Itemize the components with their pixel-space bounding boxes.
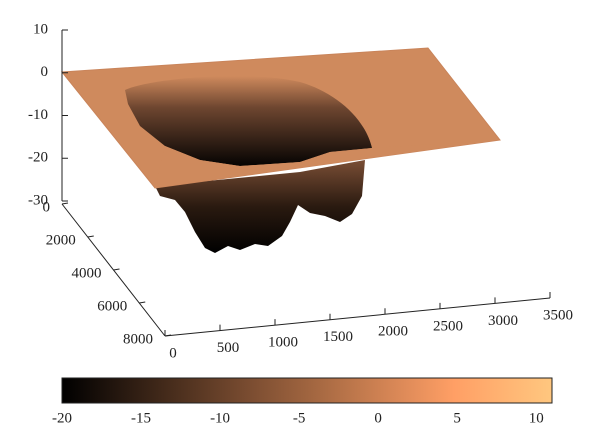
y-tick — [87, 235, 94, 238]
surface-underside — [155, 160, 365, 253]
y-tick-label: 0 — [43, 199, 51, 215]
x-tick-label: 3500 — [543, 307, 573, 323]
x-tick-label: 500 — [217, 340, 240, 356]
x-tick-label: 3000 — [488, 313, 518, 329]
y-tick-label: 8000 — [123, 331, 153, 347]
y-tick-label: 6000 — [97, 298, 127, 314]
z-tick-label: -10 — [28, 107, 48, 123]
colorbar-tick-label: 5 — [453, 410, 461, 426]
x-axis — [164, 297, 551, 337]
surface — [61, 47, 501, 253]
surface-pit — [125, 76, 372, 166]
y-tick-label: 4000 — [72, 265, 102, 281]
x-tick-label: 2000 — [378, 324, 408, 340]
colorbar-tick-label: 10 — [529, 410, 544, 426]
surface-pit-rim — [155, 140, 500, 188]
x-tick-label: 2500 — [433, 318, 463, 334]
colorbar-tick-label: 0 — [374, 410, 382, 426]
colorbar-tick-label: -20 — [52, 410, 72, 426]
x-tick-label: 1500 — [323, 329, 353, 345]
colorbar-tick-label: -5 — [293, 410, 306, 426]
z-tick-label: -20 — [28, 150, 48, 166]
z-tick-label: 10 — [33, 21, 48, 37]
z-tick-label: -30 — [28, 192, 48, 208]
y-tick — [139, 301, 146, 304]
y-tick-label: 2000 — [46, 232, 76, 248]
colorbar-tick-label: -15 — [131, 410, 151, 426]
colorbar-tick-label: -10 — [210, 410, 230, 426]
y-tick — [113, 268, 120, 271]
colorbar — [61, 377, 553, 404]
x-tick-label: 1000 — [268, 335, 298, 351]
z-tick-label: 0 — [41, 64, 49, 80]
y-tick — [61, 202, 69, 205]
x-tick-label: 0 — [169, 345, 177, 361]
